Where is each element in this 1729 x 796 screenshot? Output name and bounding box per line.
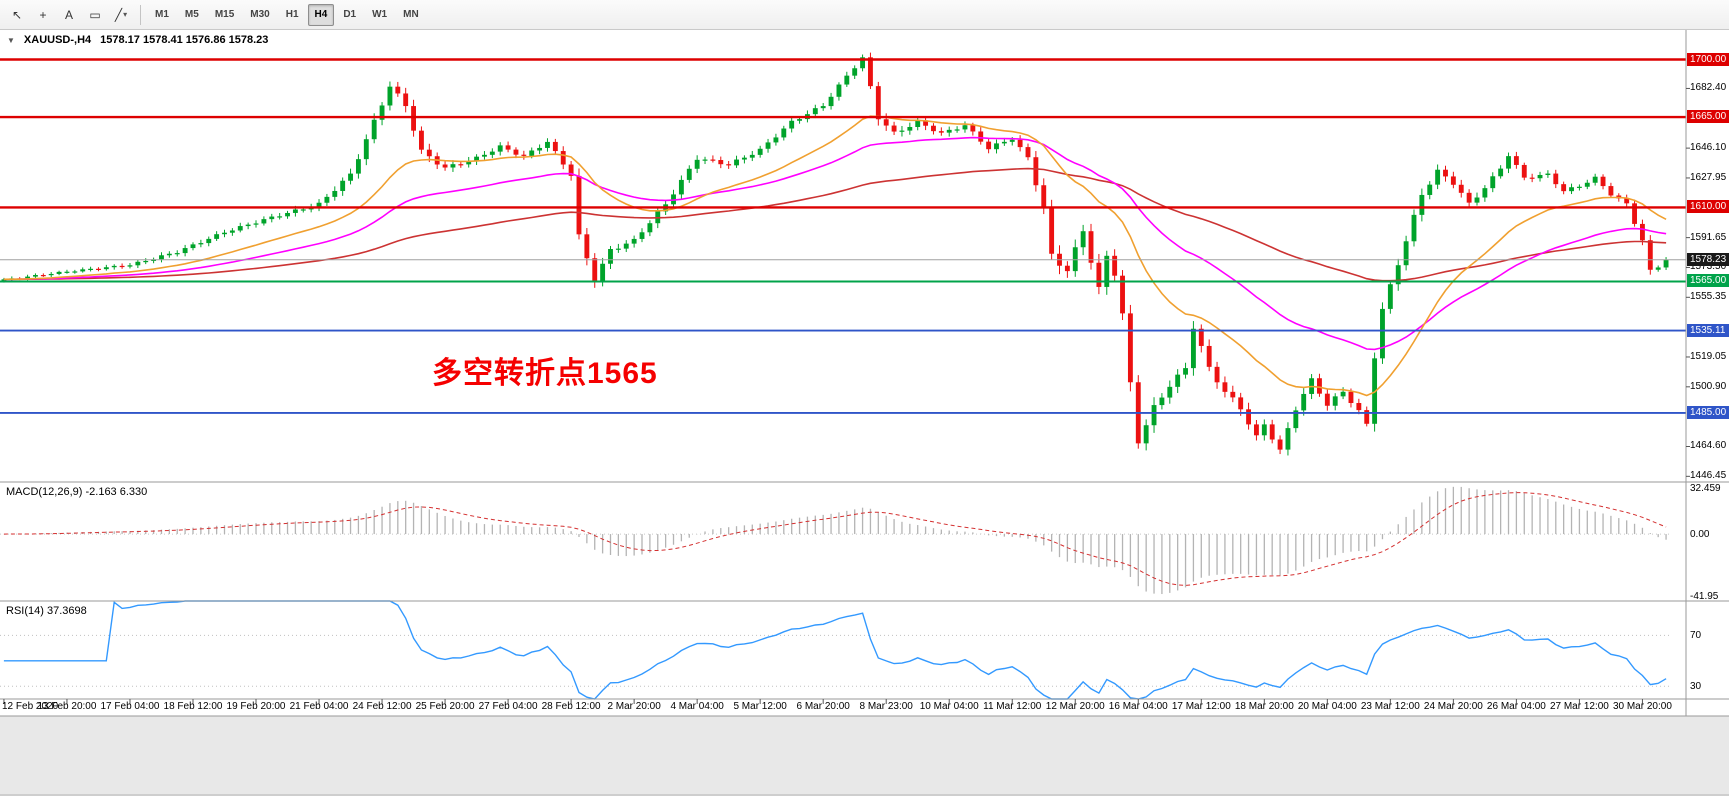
macd-scale-label: 32.459	[1690, 483, 1721, 494]
price-tick: 1573.50	[1690, 261, 1727, 273]
time-label: 16 Mar 04:00	[1108, 701, 1168, 712]
time-label: 21 Feb 04:00	[289, 701, 349, 712]
timeframe-M30[interactable]: M30	[250, 9, 270, 20]
chart-header: ▼ XAUUSD-,H4 1578.17 1578.41 1576.86 157…	[7, 34, 268, 46]
macd-scale-label: 0.00	[1690, 529, 1710, 541]
price-tick: 1627.95	[1690, 171, 1727, 183]
rsi-level-label: 70	[1690, 630, 1702, 642]
time-label: 25 Feb 20:00	[415, 701, 475, 712]
price-badge-resistance: 1665.00	[1687, 110, 1729, 124]
label-tool-icon[interactable]: ▭	[89, 7, 101, 22]
text-tool-icon[interactable]: A	[64, 7, 73, 22]
time-label: 8 Mar 23:00	[859, 701, 913, 712]
price-badge-current: 1578.23	[1687, 252, 1729, 266]
macd-values: -2.163 6.330	[85, 486, 148, 498]
price-badge-resistance: 1610.00	[1687, 200, 1729, 214]
time-label: 26 Mar 04:00	[1486, 701, 1546, 712]
time-label: 17 Mar 12:00	[1171, 701, 1231, 712]
time-label: 18 Feb 12:00	[163, 701, 223, 712]
time-label: 30 Mar 20:00	[1612, 701, 1672, 712]
chart-annotation: 多空转折点1565	[432, 357, 658, 390]
price-tick: 1591.65	[1690, 231, 1727, 243]
timeframe-H1[interactable]: H1	[285, 9, 299, 20]
price-tick: 1555.35	[1690, 291, 1727, 303]
time-label: 23 Mar 12:00	[1360, 701, 1420, 712]
time-label: 27 Feb 04:00	[478, 701, 538, 712]
toolbar-separator	[140, 4, 141, 25]
price-badge-support: 1535.11	[1687, 323, 1729, 337]
ohlc-values: 1578.17 1578.41 1576.86 1578.23	[100, 34, 269, 46]
toolbar: ↖ + A ▭ ╱ ▾ M1 M5 M15 M30 H1 H4 D1 W1 MN	[0, 0, 1729, 30]
timeframe-M15[interactable]: M15	[214, 9, 235, 20]
time-label: 19 Feb 20:00	[226, 701, 286, 712]
timeframe-MN[interactable]: MN	[403, 9, 419, 20]
rsi-value: 37.3698	[46, 605, 87, 617]
macd-label: MACD(12,26,9) -2.163 6.330	[6, 486, 147, 498]
time-label: 6 Mar 20:00	[796, 701, 850, 712]
time-label: 4 Mar 04:00	[670, 701, 724, 712]
rsi-title: RSI(14)	[6, 605, 44, 617]
time-label: 20 Mar 04:00	[1297, 701, 1357, 712]
timeframe-H4[interactable]: H4	[307, 3, 335, 26]
rsi-label: RSI(14) 37.3698	[6, 605, 87, 617]
timeframe-D1[interactable]: D1	[343, 9, 357, 20]
price-tick: 1500.90	[1690, 380, 1727, 392]
timeframe-W1[interactable]: W1	[372, 9, 388, 20]
price-badge-support: 1485.00	[1687, 405, 1729, 419]
time-label: 12 Mar 20:00	[1045, 701, 1105, 712]
rsi-level-label: 30	[1690, 681, 1702, 693]
time-axis[interactable]: 12 Feb 2020 13 Feb 20:00 17 Feb 04:00 18 Fe…	[0, 700, 1686, 716]
dropdown-caret-icon: ▾	[123, 10, 128, 19]
price-tick: 1519.05	[1690, 350, 1727, 362]
crosshair-tool-icon[interactable]: +	[39, 7, 47, 22]
macd-scale-label: -41.95	[1690, 591, 1719, 603]
time-label: 2 Mar 20:00	[607, 701, 661, 712]
price-badge-pivot: 1565.00	[1687, 274, 1729, 288]
chart-window[interactable]: ▼ XAUUSD-,H4 1578.17 1578.41 1576.86 157…	[0, 30, 1729, 796]
price-badge-resistance: 1700.00	[1687, 52, 1729, 66]
shapes-dropdown-icon[interactable]: ╱ ▾	[114, 7, 128, 22]
price-tick: 1682.40	[1690, 82, 1727, 94]
timeframe-M1[interactable]: M1	[155, 9, 169, 20]
time-label: 5 Mar 12:00	[733, 701, 787, 712]
timeframe-group: M1 M5 M15 M30 H1 H4 D1 W1 MN	[147, 3, 427, 26]
time-label: 28 Feb 12:00	[541, 701, 601, 712]
time-label: 17 Feb 04:00	[100, 701, 160, 712]
collapse-icon[interactable]: ▼	[7, 35, 15, 45]
chart-canvas[interactable]	[0, 30, 1729, 796]
time-label: 12 Feb 2020	[2, 701, 59, 712]
timeframe-M5[interactable]: M5	[184, 9, 199, 20]
time-label: 10 Mar 04:00	[919, 701, 979, 712]
price-tick: 1464.60	[1690, 440, 1727, 452]
cursor-tool-icon[interactable]: ↖	[11, 7, 23, 22]
symbol-label: XAUUSD-,H4	[23, 34, 92, 46]
time-label: 18 Mar 20:00	[1234, 701, 1294, 712]
time-label: 11 Mar 12:00	[983, 701, 1042, 712]
time-label: 24 Mar 20:00	[1423, 701, 1483, 712]
time-label: 24 Feb 12:00	[352, 701, 412, 712]
time-label: 27 Mar 12:00	[1549, 701, 1609, 712]
macd-title: MACD(12,26,9)	[6, 486, 83, 498]
drawing-tools-group: ↖ + A ▭ ╱ ▾	[4, 3, 134, 27]
price-tick: 1446.45	[1690, 470, 1727, 482]
price-tick: 1646.10	[1690, 142, 1727, 154]
time-label: 13 Feb 20:00	[37, 701, 97, 712]
price-scale[interactable]: 1682.40 1646.10 1627.95 1591.65 1573.50 1555.…	[1687, 30, 1729, 716]
